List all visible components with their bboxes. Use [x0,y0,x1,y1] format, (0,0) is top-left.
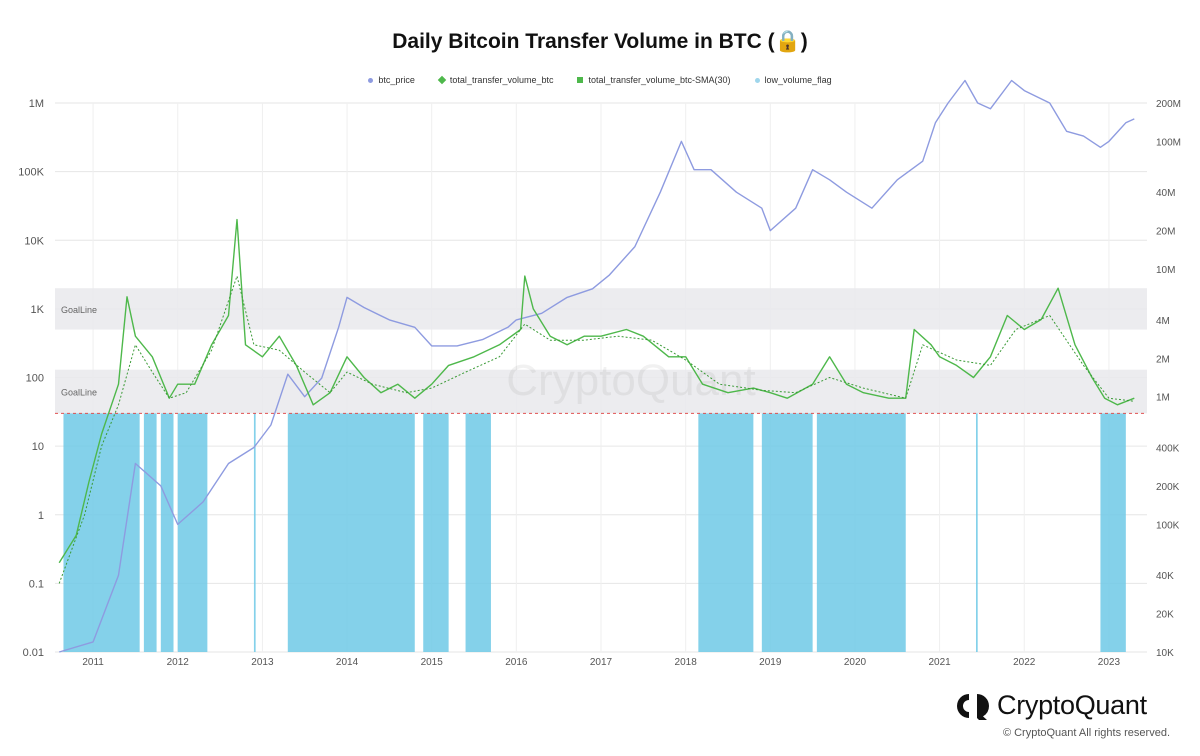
legend-item-btc-price[interactable]: btc_price [368,75,415,85]
y-right-tick-label: 20K [1156,610,1174,621]
low-volume-flag-area [177,413,208,652]
x-tick-label: 2018 [675,657,698,668]
x-tick-label: 2015 [421,657,444,668]
y-right-tick-label: 10K [1156,648,1174,659]
x-tick-label: 2021 [928,657,951,668]
legend-label: total_transfer_volume_btc-SMA(30) [588,75,731,85]
y-left-tick-label: 100 [26,373,44,385]
low-volume-flag-area [143,413,157,652]
y-right-tick-label: 1M [1156,393,1170,404]
legend-item-transfer-volume[interactable]: total_transfer_volume_btc [437,75,554,85]
y-right-tick-label: 40K [1156,571,1174,582]
cryptoquant-logo-icon [957,693,989,720]
x-tick-label: 2016 [505,657,528,668]
y-left-tick-label: 10K [24,235,44,247]
y-right-tick-label: 4M [1156,316,1170,327]
low-volume-flag-area [63,413,140,652]
brand: CryptoQuant [955,690,1147,721]
goal-band-label: GoalLine [61,388,97,398]
y-right-tick-label: 400K [1156,444,1180,455]
series-line-total-transfer-volume-btc-sma-30- [58,275,1135,584]
low-volume-flag-area [761,413,813,652]
x-tick-label: 2017 [590,657,613,668]
y-right-tick-label: 40M [1156,188,1175,199]
low-volume-flag-area [287,413,415,652]
y-right-tick-label: 200M [1156,99,1181,110]
y-right-tick-label: 100K [1156,520,1180,531]
low-volume-flag-area [698,413,754,652]
low-volume-flag-area [160,413,174,652]
legend-item-low-volume-flag[interactable]: low_volume_flag [754,75,832,85]
x-tick-label: 2013 [251,657,274,668]
x-tick-label: 2019 [759,657,782,668]
goal-band [55,288,1147,330]
low-volume-flag-area [465,413,491,652]
y-right-tick-label: 200K [1156,482,1180,493]
x-tick-label: 2023 [1098,657,1121,668]
brand-name: CryptoQuant [997,690,1147,720]
x-tick-label: 2014 [336,657,359,668]
legend-square-icon [577,77,584,83]
chart-legend: btc_price total_transfer_volume_btc tota… [0,75,1200,85]
low-volume-flag-area [816,413,906,652]
y-right-tick-label: 20M [1156,227,1175,238]
y-left-tick-label: 10 [32,441,44,453]
goal-band [55,369,1147,414]
low-volume-flag-area [253,413,256,652]
watermark: CryptoQuant [506,356,755,405]
goal-band-label: GoalLine [61,305,97,315]
chart-canvas: 0.01 0.1 1 10 100 1K 10K 100K 1M 10K 20K 40K 100K 200… [18,79,1181,668]
low-volume-flag-area [1100,413,1126,652]
x-tick-label: 2011 [82,657,104,668]
legend-label: btc_price [378,75,415,85]
y-left-tick-label: 100K [18,167,44,179]
low-volume-flag-area [423,413,449,652]
y-left-tick-label: 1K [31,304,45,316]
x-tick-label: 2012 [167,657,190,668]
legend-dot-icon [368,77,374,83]
copyright-text: © CryptoQuant All rights reserved. [1002,727,1170,739]
y-right-tick-label: 100M [1156,137,1181,148]
low-volume-flag-area [976,413,978,652]
y-right-tick-label: 2M [1156,354,1170,365]
legend-label: low_volume_flag [764,75,832,85]
chart-title: Daily Bitcoin Transfer Volume in BTC (🔒) [392,30,808,53]
y-left-tick-label: 0.01 [23,647,44,659]
legend-label: total_transfer_volume_btc [449,75,554,85]
y-left-tick-label: 0.1 [29,578,44,590]
series-line-btc-price [59,79,1135,653]
legend-item-transfer-volume-sma[interactable]: total_transfer_volume_btc-SMA(30) [577,75,731,85]
y-left-tick-label: 1M [29,98,44,110]
y-left-tick-label: 1 [38,510,44,522]
y-right-tick-label: 10M [1156,265,1175,276]
x-tick-label: 2022 [1013,657,1036,668]
legend-dot-icon [754,77,760,83]
x-tick-label: 2020 [844,657,867,668]
